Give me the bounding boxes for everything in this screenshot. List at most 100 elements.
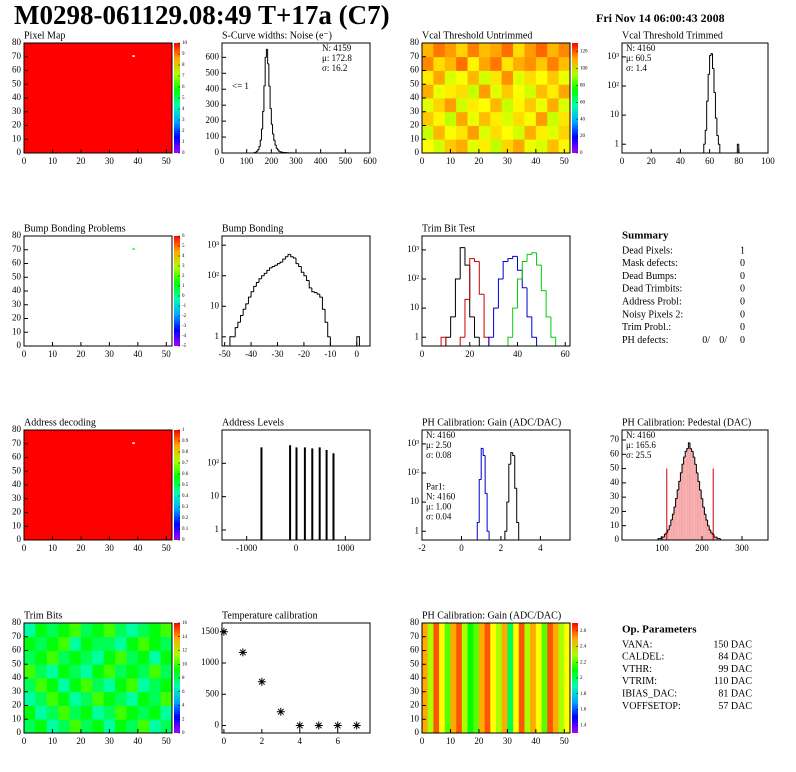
panel-title: S-Curve widths: Noise (e⁻) <box>222 30 332 41</box>
y-tick-label: 40 <box>410 672 420 682</box>
histogram-bin <box>692 451 695 458</box>
heatmap-cell <box>444 623 451 733</box>
x-tick-label: 0 <box>22 543 27 553</box>
star-marker <box>257 677 266 686</box>
heatmap-cell <box>547 56 560 71</box>
y-tick-label: 60 <box>12 452 22 462</box>
star-marker <box>352 721 361 730</box>
parameter-name: VTRIM: <box>622 676 657 687</box>
heatmap-cell <box>513 623 520 733</box>
y-tick-label: 30 <box>410 686 420 696</box>
histogram-bin <box>507 336 513 346</box>
x-tick-label: 20 <box>474 736 484 746</box>
heatmap-cell <box>115 719 127 733</box>
histogram-bin <box>687 442 690 449</box>
heatmap-cell <box>80 678 93 693</box>
stats-line: μ: 172.8 <box>322 53 352 63</box>
color-bar <box>174 430 180 540</box>
histogram-bin <box>510 452 513 465</box>
x-tick-label: 40 <box>531 156 541 166</box>
y-tick-label: 30 <box>12 493 22 503</box>
histogram-bin <box>247 296 252 304</box>
histogram-fill <box>715 537 718 540</box>
heatmap-cell <box>444 111 457 126</box>
summary-label: Dead Bumps: <box>622 271 677 282</box>
histogram-bin <box>265 48 268 58</box>
x-tick-label: 300 <box>735 543 749 553</box>
histogram-bin <box>518 522 521 540</box>
panel-title: PH Calibration: Pedestal (DAC) <box>622 417 751 428</box>
x-tick-label: 4 <box>298 736 303 746</box>
y-tick-label: 0 <box>17 534 22 544</box>
heatmap-cell <box>535 98 548 113</box>
histogram-bin <box>476 521 480 540</box>
x-tick-label: 20 <box>647 156 657 166</box>
x-tick-label: 0 <box>355 349 360 359</box>
histogram-bin <box>250 291 254 298</box>
x-tick-label: 0 <box>420 156 425 166</box>
y-tick-label: 60 <box>12 65 22 75</box>
y-tick-label: 60 <box>410 65 420 75</box>
histogram-bin <box>329 336 333 346</box>
heatmap-cell <box>115 664 127 679</box>
heatmap-cell <box>24 664 36 679</box>
heatmap-cell <box>467 623 474 733</box>
y-tick-label: 1 <box>415 525 420 535</box>
heatmap-cell <box>46 705 59 720</box>
heatmap-cell <box>46 691 59 706</box>
histogram-bin <box>316 292 320 295</box>
z-tick-label: 16 <box>182 621 188 626</box>
parameters-title: Op. Parameters <box>622 624 697 636</box>
z-tick-label: 2.6 <box>580 629 587 634</box>
histogram-fill <box>691 451 694 540</box>
heatmap-cell <box>501 43 514 58</box>
heatmap-cell <box>160 705 172 720</box>
y-tick-label: 50 <box>12 271 22 281</box>
histogram-bin <box>514 455 517 489</box>
heatmap-cell <box>450 623 457 733</box>
heatmap-cell <box>456 43 468 58</box>
histogram-bin <box>695 464 698 474</box>
heatmap-cell <box>126 636 139 651</box>
heatmap-cell <box>535 84 548 99</box>
heatmap-cell <box>507 623 514 733</box>
z-tick-label: -2 <box>182 314 187 319</box>
histogram-bin <box>512 452 515 456</box>
histogram-fill <box>698 481 700 540</box>
histogram-fill <box>693 457 695 540</box>
heatmap-cell <box>137 623 150 638</box>
heatmap-cell <box>92 678 105 693</box>
panel-title: Bump Bonding Problems <box>24 223 126 234</box>
heatmap-cell <box>467 84 480 99</box>
y-tick-label: 20 <box>12 507 22 517</box>
heatmap-cell <box>513 56 525 71</box>
histogram-bin <box>469 258 475 300</box>
heatmap-cell <box>160 664 172 679</box>
star-marker <box>333 721 342 730</box>
x-tick-label: 20 <box>474 156 484 166</box>
heatmap-cell <box>513 70 525 85</box>
y-tick-label: 10 <box>410 302 420 312</box>
heatmap-cell <box>444 125 457 140</box>
x-tick-label: 50 <box>560 156 570 166</box>
heatmap-cell <box>160 636 172 651</box>
heatmap-cell <box>80 719 93 733</box>
stats-line: μ: 60.5 <box>626 53 652 63</box>
heatmap-cell <box>524 70 537 85</box>
frame <box>421 235 571 347</box>
y-tick-label: 10 <box>12 520 22 530</box>
histogram-bin <box>684 450 687 458</box>
heatmap-cell <box>92 623 105 638</box>
heatmap-cell <box>467 139 480 153</box>
histogram-bin <box>327 322 331 338</box>
heatmap-cell <box>69 719 82 733</box>
heatmap-cell <box>92 719 105 733</box>
histogram-bin <box>679 472 682 482</box>
histogram-bin <box>478 337 485 346</box>
panel-title: Vcal Threshold Trimmed <box>622 30 723 41</box>
histogram-bin <box>506 501 509 532</box>
heatmap-cell <box>58 650 70 665</box>
histogram-bin <box>703 507 706 515</box>
z-tick-label: 9 <box>182 52 185 57</box>
